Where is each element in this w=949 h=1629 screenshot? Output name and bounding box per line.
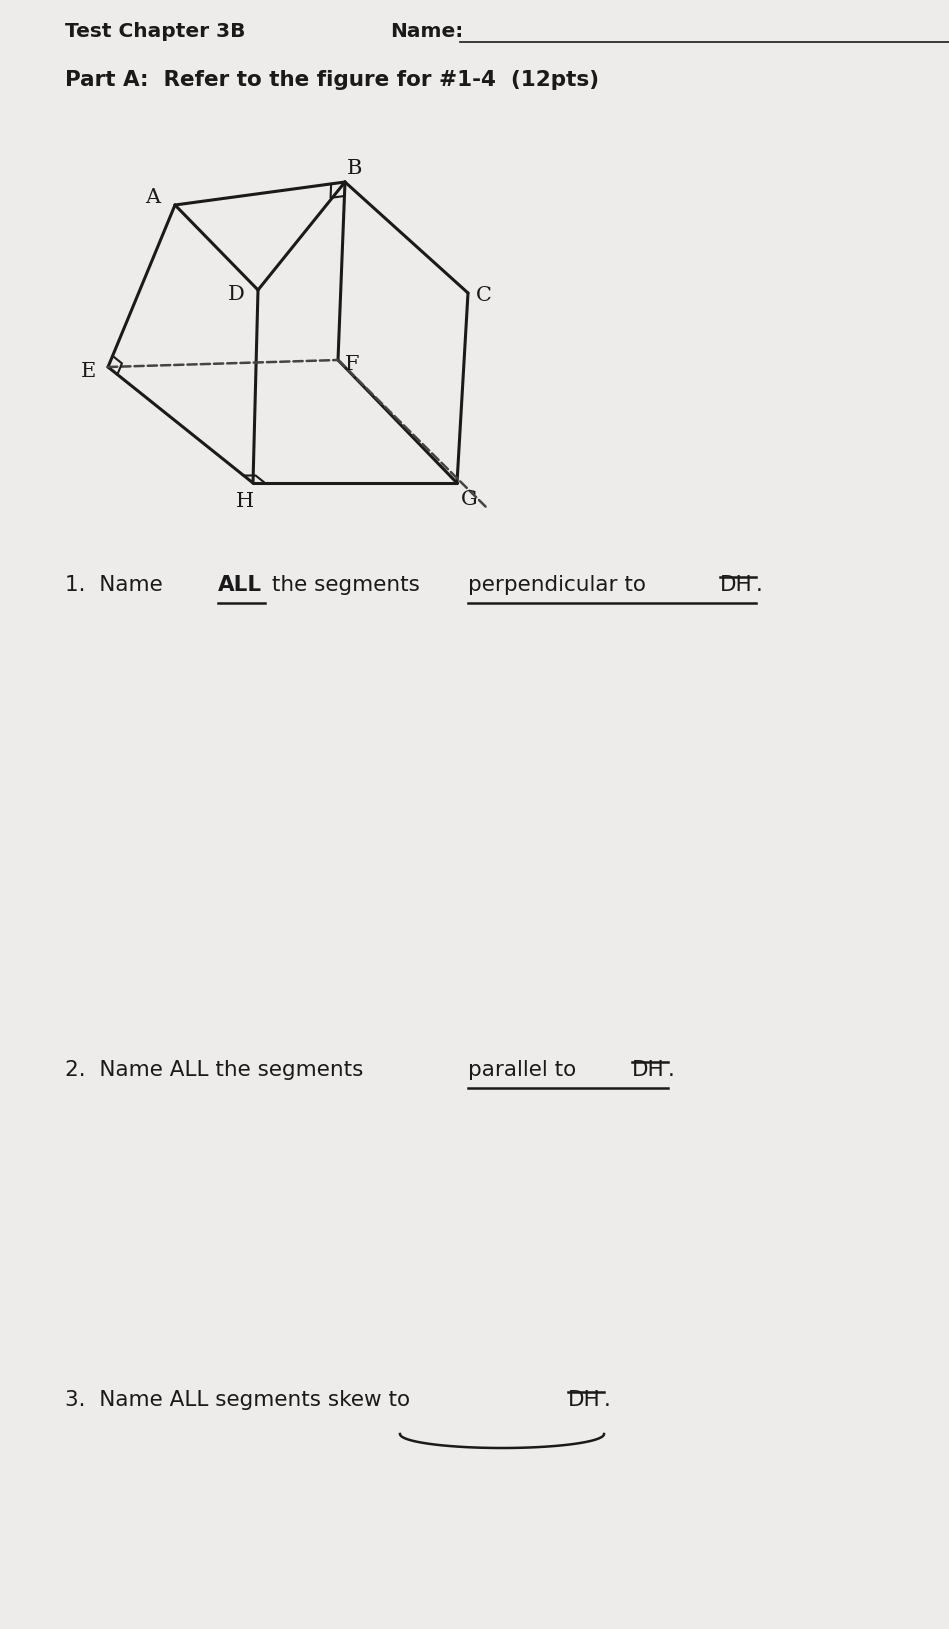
- Text: B: B: [347, 158, 363, 178]
- Text: A: A: [145, 187, 160, 207]
- Text: C: C: [476, 285, 492, 305]
- Text: 3.  Name ALL segments skew to: 3. Name ALL segments skew to: [65, 1390, 417, 1411]
- Text: DH: DH: [568, 1390, 601, 1411]
- Text: E: E: [81, 362, 96, 381]
- Text: DH: DH: [720, 575, 753, 595]
- Text: D: D: [228, 285, 245, 303]
- Text: ALL: ALL: [218, 575, 262, 595]
- Text: Name:: Name:: [390, 23, 463, 41]
- Text: F: F: [344, 355, 360, 373]
- Text: 1.  Name: 1. Name: [65, 575, 170, 595]
- Text: G: G: [460, 489, 477, 508]
- Text: DH: DH: [632, 1060, 664, 1080]
- Text: parallel to: parallel to: [468, 1060, 583, 1080]
- Text: 2.  Name ALL the segments: 2. Name ALL the segments: [65, 1060, 370, 1080]
- Text: the segments: the segments: [265, 575, 427, 595]
- Text: .: .: [668, 1060, 675, 1080]
- Text: H: H: [236, 492, 254, 510]
- Text: .: .: [756, 575, 763, 595]
- Text: Test Chapter 3B: Test Chapter 3B: [65, 23, 246, 41]
- Text: perpendicular to: perpendicular to: [468, 575, 653, 595]
- Text: Part A:  Refer to the figure for #1-4  (12pts): Part A: Refer to the figure for #1-4 (12…: [65, 70, 599, 90]
- Text: .: .: [604, 1390, 611, 1411]
